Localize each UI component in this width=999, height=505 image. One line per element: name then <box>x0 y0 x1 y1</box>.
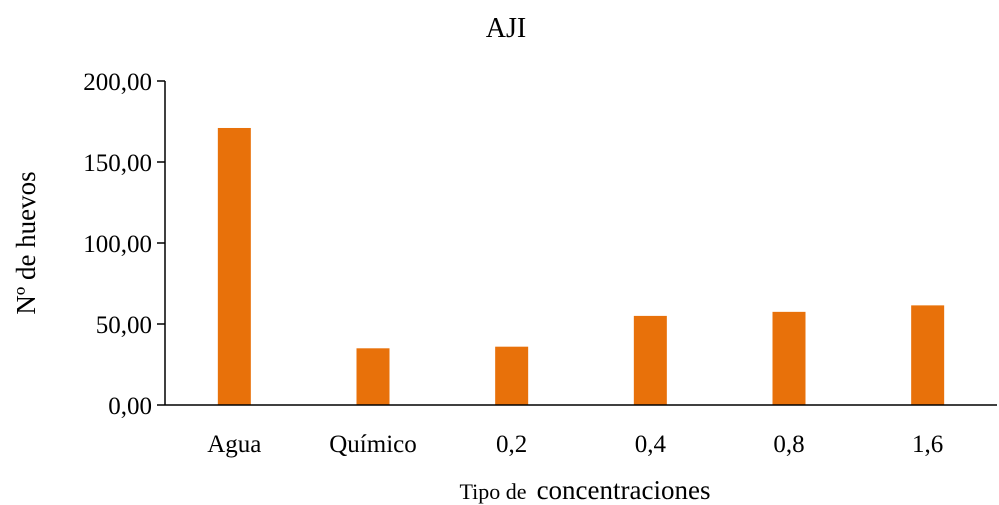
x-tick-label: Agua <box>207 431 261 458</box>
x-tick-label: Químico <box>329 431 417 458</box>
bar <box>633 315 667 405</box>
chart-title: AJI <box>486 13 526 44</box>
y-tick-label: 200,00 <box>83 69 152 96</box>
y-tick-label: 0,00 <box>108 393 152 420</box>
y-axis-label: Nº de huevos <box>11 171 41 314</box>
bar <box>495 346 529 405</box>
y-tick-label: 50,00 <box>96 312 152 339</box>
x-axis-ticks: Agua Químico 0,2 0,4 0,8 1,6 <box>207 431 943 458</box>
x-axis-label-main: concentraciones <box>537 475 711 505</box>
y-tick-label: 100,00 <box>83 231 152 258</box>
bars <box>217 127 945 405</box>
x-tick-label: 1,6 <box>912 431 943 458</box>
bar <box>356 348 390 405</box>
y-tick-label: 150,00 <box>83 150 152 177</box>
x-tick-label: 0,8 <box>773 431 804 458</box>
x-tick-label: 0,2 <box>496 431 527 458</box>
bar <box>772 311 806 405</box>
x-axis-label-prefix: Tipo de <box>460 479 527 504</box>
y-axis-ticks: 0,00 50,00 100,00 150,00 200,00 <box>83 69 165 420</box>
x-tick-label: 0,4 <box>635 431 667 458</box>
x-axis-label: Tipo de concentraciones <box>460 475 711 505</box>
bar <box>217 127 251 405</box>
bar <box>911 305 945 405</box>
